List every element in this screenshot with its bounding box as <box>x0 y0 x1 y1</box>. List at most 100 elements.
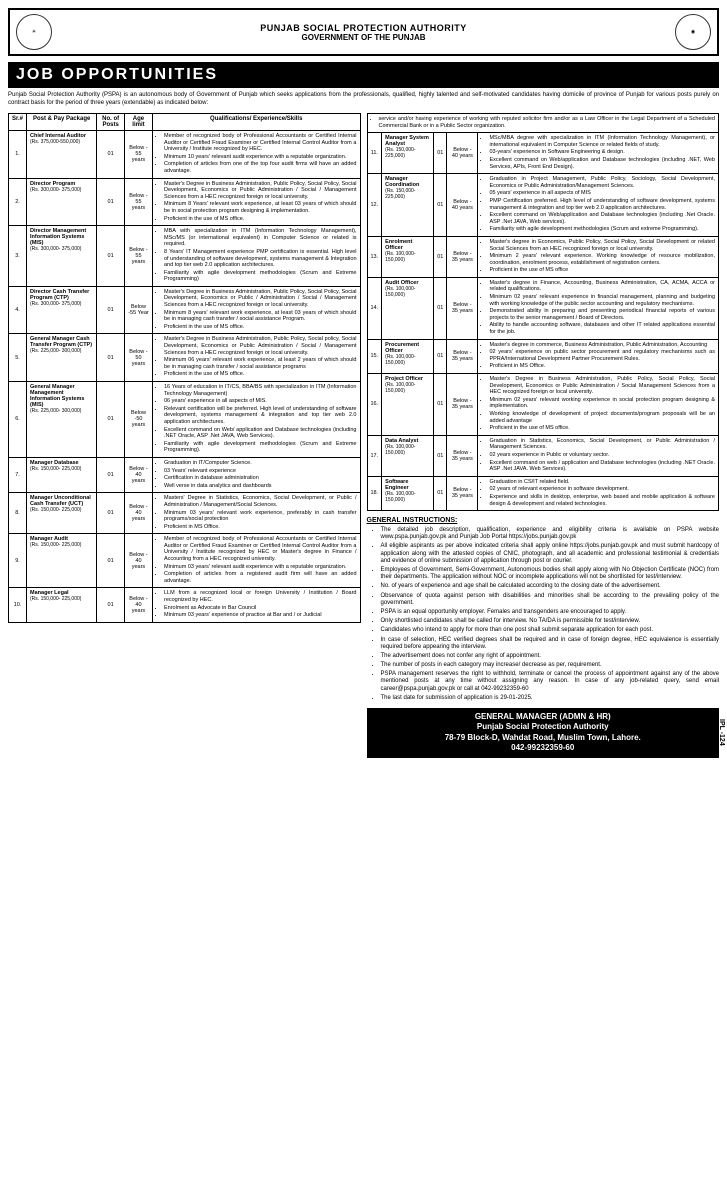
table-row: 11. Manager System Analyst(Rs. 150,000- … <box>367 133 719 174</box>
cell-num: 01 <box>434 174 447 237</box>
qual-item: Master's degree in Finance, Accounting, … <box>489 280 715 293</box>
cell-age: Below - 40 years <box>124 588 152 622</box>
cell-num: 01 <box>97 493 125 534</box>
cell-sr: 11. <box>367 133 382 174</box>
cell-age: Below - 35 years <box>447 374 478 436</box>
instruction-item: The advertisement does not confer any ri… <box>381 653 720 660</box>
qual-item: Proficient in the use of MS office. <box>164 216 357 223</box>
cell-num: 01 <box>97 334 125 382</box>
instruction-item: All eligible aspirants as per above indi… <box>381 543 720 565</box>
cell-sr: 9. <box>9 534 27 588</box>
cell-age: Below - 40 years <box>124 493 152 534</box>
cell-post: General Manager Cash Transfer Program (C… <box>27 334 97 382</box>
qual-item: Member of recognized body of Professiona… <box>164 536 357 562</box>
cell-num: 01 <box>97 226 125 287</box>
cell-sr: 17. <box>367 435 382 476</box>
cell-qual: LLM from a recognized local or foreign U… <box>152 588 360 622</box>
cell-age: Below - 40 years <box>124 534 152 588</box>
qual-item: Familiarity with agile development metho… <box>489 226 715 233</box>
cell-num: 01 <box>434 339 447 373</box>
qual-item: Excellent command on Web/application and… <box>489 157 715 170</box>
table-row: 3. Director Management Information Syste… <box>9 226 361 287</box>
cell-num: 01 <box>97 178 125 226</box>
qual-item: Minimum 8 Years' relevant work experienc… <box>164 201 357 214</box>
footer-l1: GENERAL MANAGER (ADMN & HR) <box>371 712 716 722</box>
table-row: 7. Manager Database(Rs. 150,000- 225,000… <box>9 457 361 492</box>
qual-item: Familiarity with agile development metho… <box>164 270 357 283</box>
cell-post: Procurement Officer(Rs. 100,000-150,000) <box>382 339 434 373</box>
cell-num: 01 <box>434 476 447 510</box>
cell-post: Manager Database(Rs. 150,000- 225,000) <box>27 457 97 492</box>
cell-sr: 16. <box>367 374 382 436</box>
qual-item: Proficient in the use of MS office. <box>164 371 357 378</box>
cell-post: Director Cash Transfer Program (CTP)(Rs.… <box>27 286 97 334</box>
instruction-item: The detailed job description, qualificat… <box>381 527 720 541</box>
cell-age: Below - 35 years <box>447 236 478 277</box>
instruction-item: No. of years of experience and age shall… <box>381 583 720 590</box>
cell-num: 01 <box>97 286 125 334</box>
qual-item: Graduation in Project Management, Public… <box>489 176 715 189</box>
qual-item: LLM from a recognized local or foreign U… <box>164 590 357 603</box>
qual-item: Member of recognized body of Professiona… <box>164 133 357 153</box>
cell-age: Below -50 years <box>124 382 152 458</box>
qual-item: Minimum 10 years' relevant audit experie… <box>164 154 357 161</box>
instruction-item: In case of selection, HEC verified degre… <box>381 637 720 651</box>
instructions: The detailed job description, qualificat… <box>367 527 720 702</box>
qual-item: Proficient in the use of MS office. <box>489 425 715 432</box>
th-qual: Qualifications/ Experience/Skills <box>152 114 360 131</box>
cell-sr: 5. <box>9 334 27 382</box>
cell-num: 01 <box>434 435 447 476</box>
qual-item: Graduation in IT/Computer Science. <box>164 460 357 467</box>
table-row: 17. Data Analyst(Rs. 100,000-150,000) 01… <box>367 435 719 476</box>
cell-age: Below - 40 years <box>447 174 478 237</box>
cell-qual: Member of recognized body of Professiona… <box>152 131 360 179</box>
cell-sr: 15. <box>367 339 382 373</box>
cell-post: Data Analyst(Rs. 100,000-150,000) <box>382 435 434 476</box>
cell-qual: Graduation in CS/IT related field.02 yea… <box>478 476 719 510</box>
qual-item: Completion of articles from a registered… <box>164 571 357 584</box>
cell-post: Manager Coordination(Rs. 150,000- 225,00… <box>382 174 434 237</box>
qual-item: Experience and skills in desktop, enterp… <box>489 494 715 507</box>
instructions-heading: GENERAL INSTRUCTIONS: <box>367 517 720 524</box>
table-row: 12. Manager Coordination(Rs. 150,000- 22… <box>367 174 719 237</box>
table-row: 4. Director Cash Transfer Program (CTP)(… <box>9 286 361 334</box>
instruction-item: Candidates who intend to apply for more … <box>381 627 720 634</box>
qual-item: Working knowledge of development of proj… <box>489 411 715 424</box>
cell-age: Below - 55 years <box>124 226 152 287</box>
cell-age: Below -55 Year <box>124 286 152 334</box>
cell-num: 01 <box>434 374 447 436</box>
cell-qual: Masters' Degree in Statistics, Economics… <box>152 493 360 534</box>
cell-post: General Manager Management Information S… <box>27 382 97 458</box>
qual-item: Graduation in CS/IT related field. <box>489 479 715 486</box>
cell-post: Manager System Analyst(Rs. 150,000- 225,… <box>382 133 434 174</box>
cell-sr: 1. <box>9 131 27 179</box>
cell-post: Enrolment Officer(Rs. 100,000-150,000) <box>382 236 434 277</box>
govt-logo-icon: ☀ <box>16 14 52 50</box>
qual-item: Minimum 03 years' relevant audit experie… <box>164 564 357 571</box>
cell-sr: 8. <box>9 493 27 534</box>
cell-age: Below - 35 years <box>447 277 478 339</box>
qual-item: Minimum 02 years' relevant working exper… <box>489 397 715 410</box>
cell-num: 01 <box>97 457 125 492</box>
qual-item: Graduation in Statistics, Economics, Soc… <box>489 438 715 451</box>
table-row: 16. Project Officer(Rs. 100,000-150,000)… <box>367 374 719 436</box>
cell-sr: 7. <box>9 457 27 492</box>
cell-qual: Master's Degree in Business Administrati… <box>152 286 360 334</box>
table-row: 8. Manager Unconditional Cash Transfer (… <box>9 493 361 534</box>
th-sr: Sr.# <box>9 114 27 131</box>
footer-l4: 042-99232359-60 <box>371 743 716 753</box>
instruction-item: The number of posts in each category may… <box>381 662 720 669</box>
instruction-item: The last date for submission of applicat… <box>381 695 720 702</box>
table-row: 14. Audit Officer(Rs. 100,000-150,000) 0… <box>367 277 719 339</box>
pspa-logo-icon: ◉ <box>675 14 711 50</box>
qual-item: Minimum 03 years' relevant work experien… <box>164 510 357 523</box>
cell-sr: 12. <box>367 174 382 237</box>
instruction-item: PSPA is an equal opportunity employer. F… <box>381 609 720 616</box>
qual-item: 05 years' experience in all aspects of M… <box>489 190 715 197</box>
cell-qual: Graduation in IT/Computer Science.03 Yea… <box>152 457 360 492</box>
qual-item: Master's Degree in Business Administrati… <box>164 336 357 356</box>
th-post: Post & Pay Package <box>27 114 97 131</box>
cell-age: Below - 35 years <box>447 476 478 510</box>
cell-post: Software Engineer(Rs. 100,000-150,000) <box>382 476 434 510</box>
qual-item: MBA with specialization in ITM (Informat… <box>164 228 357 248</box>
